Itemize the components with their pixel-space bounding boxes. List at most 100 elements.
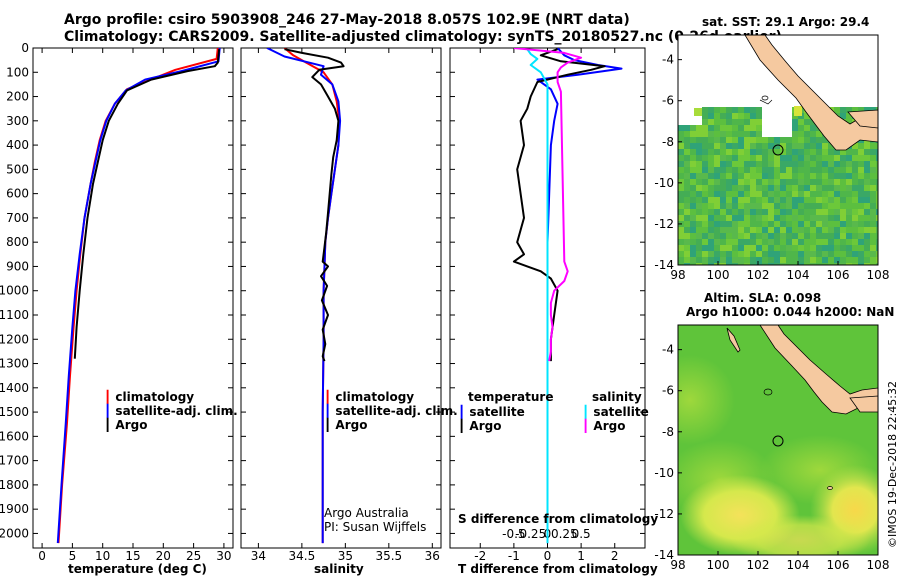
sst-pixel (762, 227, 768, 233)
sst-pixel (786, 233, 792, 239)
island-outline (827, 486, 833, 490)
sst-pixel (744, 197, 750, 203)
sla-map: 98 100 102 104 106 108 -4 -6 -8 -10 -12 -14 (654, 324, 889, 572)
temp-legend-argo: ┃ Argo (104, 418, 148, 432)
sst-pixel (858, 221, 864, 227)
sst-pixel (846, 197, 852, 203)
sst-pixel (786, 137, 792, 143)
x-tick-label: 2 (611, 549, 619, 563)
x-tick-label: 35 (338, 549, 353, 563)
sst-pixel (768, 179, 774, 185)
x-tick-label: 0 (38, 549, 46, 563)
sst-pixel (714, 209, 720, 215)
sst-map: 98 100 102 104 106 108 -4 -6 -8 -10 -12 -14 (654, 34, 889, 282)
sst-pixel (690, 257, 696, 263)
temperature-panel: 0100200300400500600700800900100011001200… (0, 41, 234, 563)
sst-pixel (864, 179, 870, 185)
map-y-tick-label: -4 (662, 53, 674, 67)
sst-pixel (744, 167, 750, 173)
sst-pixel (708, 161, 714, 167)
sst-pixel (810, 179, 816, 185)
sst-pixel (870, 197, 876, 203)
sst-pixel (750, 107, 756, 113)
sst-pixel (834, 239, 840, 245)
sst-pixel (792, 215, 798, 221)
sst-pixel (678, 251, 684, 257)
sst-pixel (774, 209, 780, 215)
sst-pixel (792, 251, 798, 257)
sst-pixel (684, 239, 690, 245)
sst-pixel (750, 221, 756, 227)
sst-pixel (702, 131, 708, 137)
java-land (847, 109, 878, 129)
sst-pixel (762, 221, 768, 227)
sst-pixel (822, 239, 828, 245)
sst-pixel (726, 239, 732, 245)
sla-patch (678, 355, 735, 445)
sst-pixel (750, 257, 756, 263)
sst-pixel (792, 203, 798, 209)
sst-pixel (744, 113, 750, 119)
sst-pixel (816, 197, 822, 203)
sst-pixel (876, 245, 878, 251)
sst-pixel (726, 221, 732, 227)
sst-pixel (858, 239, 864, 245)
sst-pixel (678, 263, 684, 265)
sst-pixel (714, 179, 720, 185)
y-tick-label: 400 (6, 138, 29, 152)
sst-pixel (792, 209, 798, 215)
sst-pixel (732, 179, 738, 185)
sal-annotation-line1: Argo Australia (324, 506, 409, 520)
sst-pixel (756, 239, 762, 245)
sst-pixel (852, 239, 858, 245)
sst-pixel (738, 131, 744, 137)
sst-pixel (774, 245, 780, 251)
sst-pixel (690, 143, 696, 149)
series-climatology (283, 48, 341, 544)
sst-pixel (732, 143, 738, 149)
sst-pixel (804, 149, 810, 155)
sst-pixel (714, 113, 720, 119)
sst-pixel (876, 203, 878, 209)
sst-pixel (852, 107, 858, 113)
y-tick-label: 1800 (0, 478, 29, 492)
sst-pixel (816, 143, 822, 149)
sst-pixel (786, 167, 792, 173)
sst-pixel (798, 209, 804, 215)
sst-pixel (828, 149, 834, 155)
sst-pixel (852, 233, 858, 239)
sst-pixel (840, 185, 846, 191)
diff-legend-temperature-title: temperature (468, 390, 554, 404)
sst-pixel (864, 173, 870, 179)
sst-pixel (774, 167, 780, 173)
sst-pixel (822, 263, 828, 265)
sst-pixel (678, 137, 684, 143)
sst-pixel (834, 203, 840, 209)
sst-pixel (732, 233, 738, 239)
sst-pixel (756, 119, 762, 125)
sst-pixel (846, 257, 852, 263)
sst-pixel (726, 107, 732, 113)
sst-pixel (702, 161, 708, 167)
sst-pixel (804, 239, 810, 245)
sst-pixel (804, 257, 810, 263)
sst-pixel (684, 125, 690, 131)
sst-pixel (762, 173, 768, 179)
sst-pixel (822, 245, 828, 251)
sla-map-frame (677, 324, 879, 556)
sst-pixel (702, 179, 708, 185)
sst-pixel (750, 113, 756, 119)
sst-pixel (858, 107, 864, 113)
sst-pixel (876, 239, 878, 245)
sst-pixel (738, 203, 744, 209)
sst-pixel (738, 143, 744, 149)
sst-pixel (852, 245, 858, 251)
sst-pixel (798, 143, 804, 149)
sst-pixel (714, 245, 720, 251)
sst-pixel (768, 257, 774, 263)
sst-pixel (870, 209, 876, 215)
sst-pixel (696, 257, 702, 263)
sst-pixel (684, 251, 690, 257)
sst-pixel (744, 245, 750, 251)
